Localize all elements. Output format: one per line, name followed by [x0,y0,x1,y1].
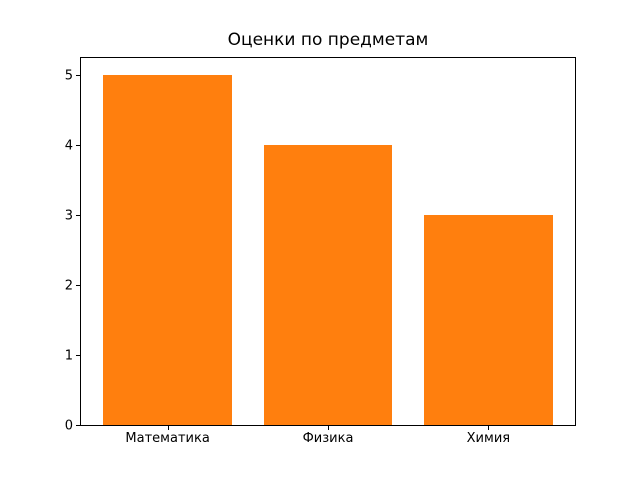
x-tick-mark [328,426,329,430]
bar-Химия [424,215,553,425]
x-tick-mark [488,426,490,430]
x-tick-label-Математика: Математика [125,431,210,446]
y-tick-mark [76,285,80,287]
plot-area: 0 1 2 3 4 5 Математика Физика Химия [65,57,576,445]
y-tick-label: 3 [64,208,73,224]
y-tick-mark [76,355,80,357]
y-tick-label: 4 [64,138,73,154]
y-tick-mark [76,145,80,147]
x-tick-label-Химия: Химия [466,431,511,446]
chart-title: Оценки по предметам [227,30,429,50]
y-tick-label: 2 [64,278,73,294]
x-tick-label-Физика: Физика [302,431,354,446]
y-tick-mark [76,425,80,426]
bar-Математика [103,75,232,425]
y-tick-label: 0 [64,418,73,433]
y-tick-mark [76,215,80,217]
bar-Физика [263,145,393,425]
x-tick-mark [167,426,169,430]
y-tick-mark [76,75,80,77]
y-tick-label: 1 [64,348,73,364]
y-tick-label: 5 [64,68,73,84]
